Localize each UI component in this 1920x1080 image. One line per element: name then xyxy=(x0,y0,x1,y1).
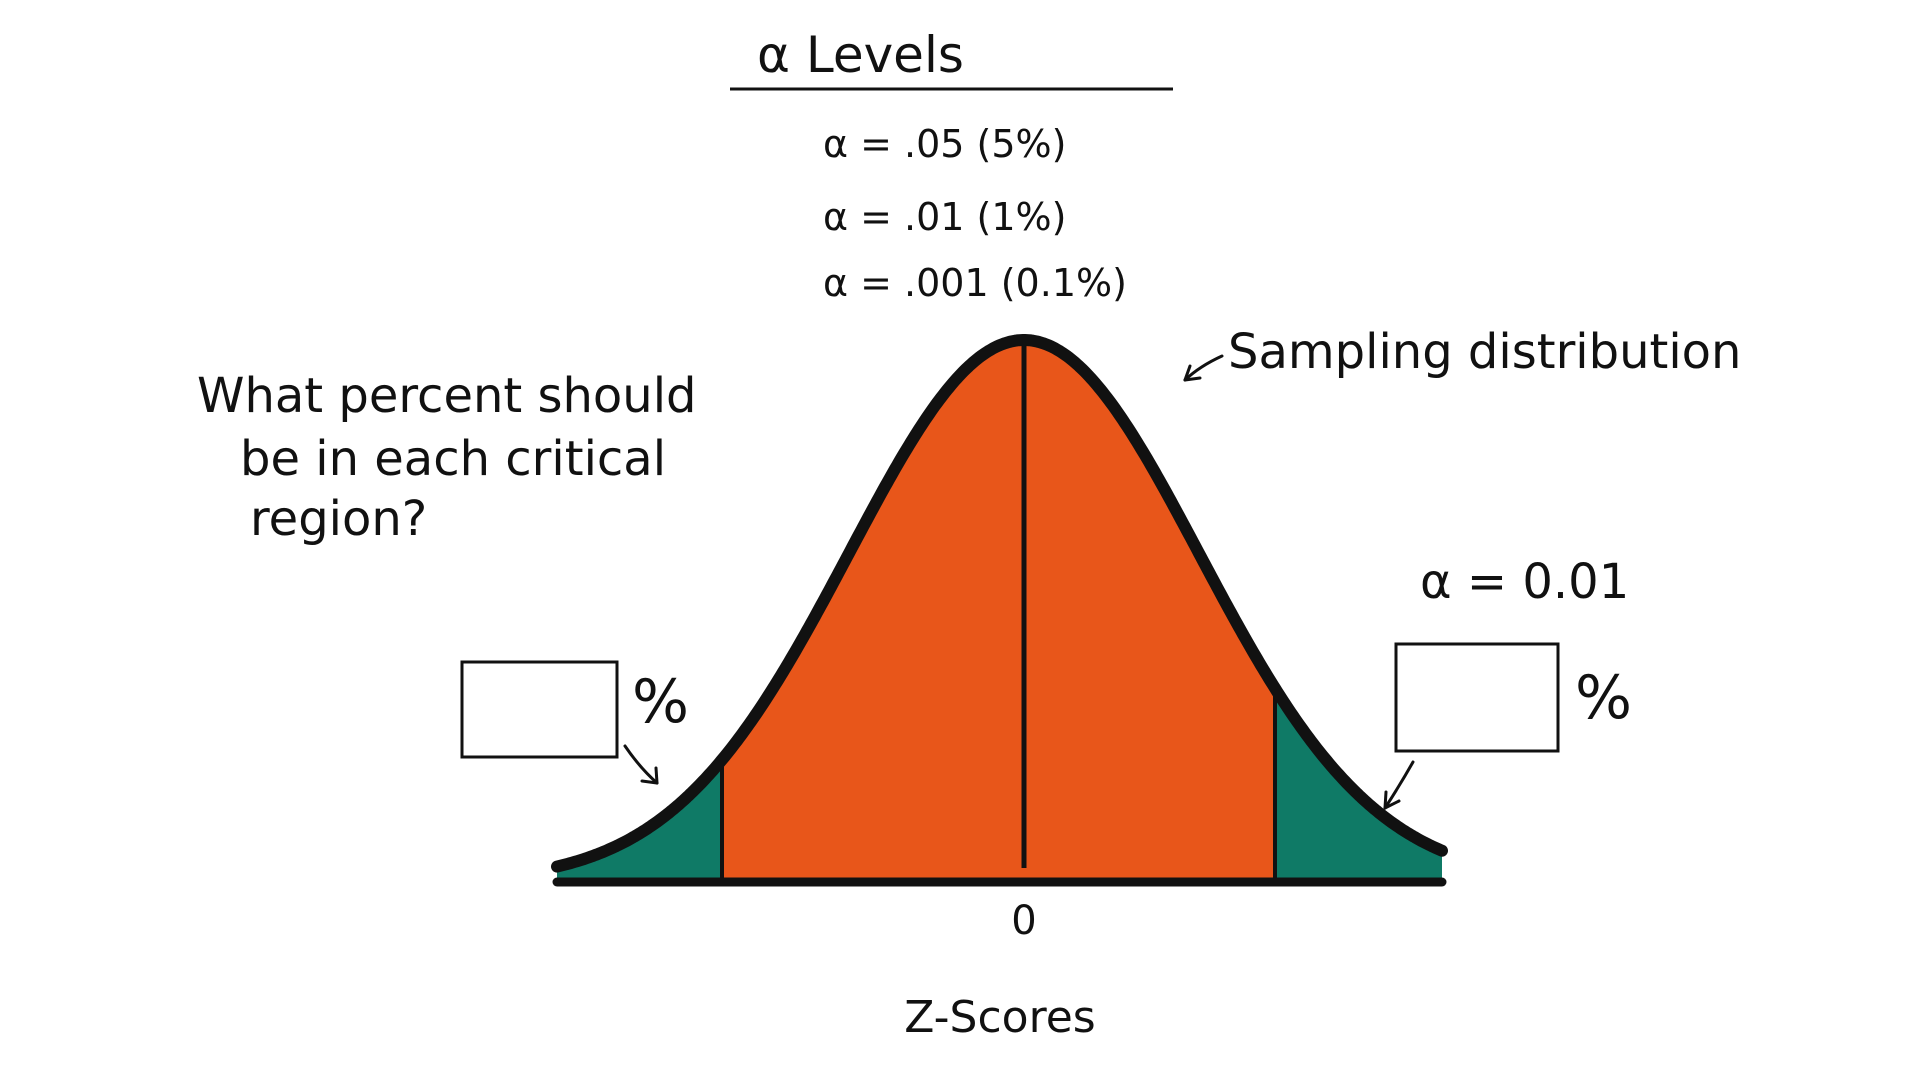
alpha-level-item: α = .05 (5%) xyxy=(823,122,1067,166)
non-critical-region xyxy=(722,340,1275,882)
curve-outline xyxy=(551,334,1448,873)
alpha-levels-title: α Levels xyxy=(757,26,964,84)
left-critical-region xyxy=(557,759,722,882)
left-arrow-icon xyxy=(623,744,659,785)
question-line: What percent should xyxy=(197,368,697,424)
question-line: be in each critical xyxy=(240,431,666,487)
x-tick-zero: 0 xyxy=(1011,898,1036,944)
right-percent-input[interactable] xyxy=(1394,642,1560,753)
left-percent-unit: % xyxy=(632,667,689,737)
sampling-distribution-label: Sampling distribution xyxy=(1228,324,1741,380)
question-line: region? xyxy=(250,491,427,547)
left-percent-input[interactable] xyxy=(460,660,619,759)
sampling-distribution-arrow-icon xyxy=(1183,354,1224,382)
normal-curve xyxy=(551,334,1448,887)
alpha-level-item: α = .01 (1%) xyxy=(823,195,1067,239)
alpha-level-item: α = .001 (0.1%) xyxy=(823,261,1127,305)
x-axis-label: Z-Scores xyxy=(904,992,1095,1043)
right-arrow-icon xyxy=(1383,760,1415,810)
right-percent-unit: % xyxy=(1575,663,1632,733)
selected-alpha-label: α = 0.01 xyxy=(1420,554,1629,610)
